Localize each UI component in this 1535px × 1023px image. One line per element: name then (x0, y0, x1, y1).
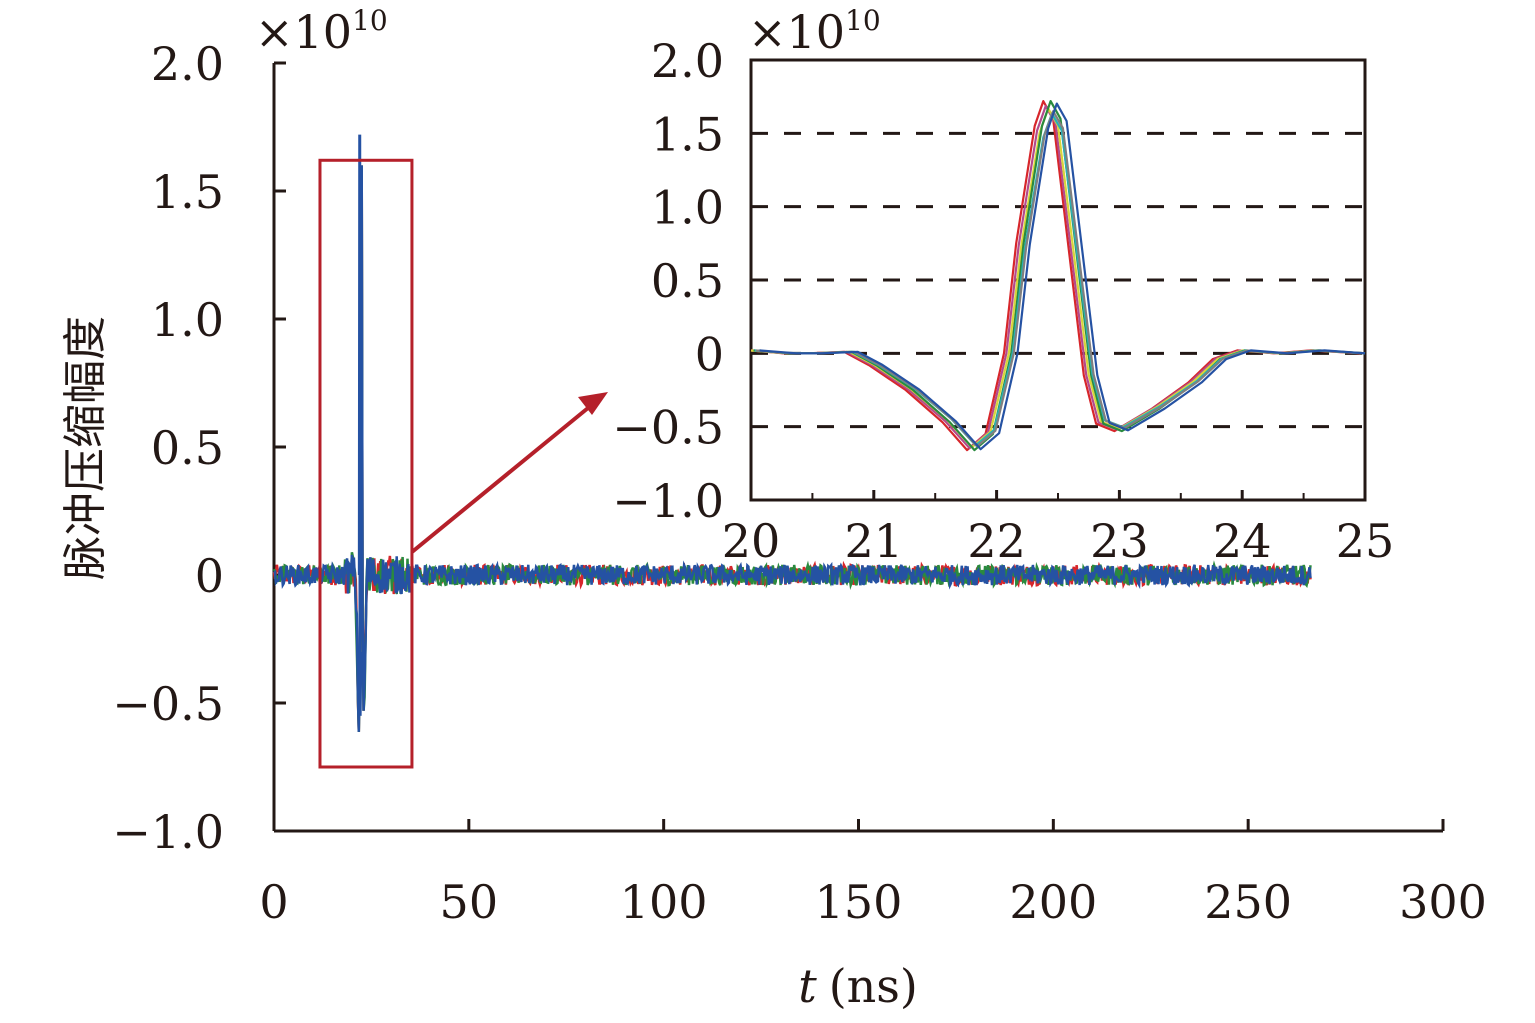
main-pulse-peak (357, 134, 363, 716)
inset-x-tick-label: 24 (1213, 514, 1272, 568)
x-tick-label: 100 (620, 875, 708, 929)
x-tick-label: 0 (259, 875, 288, 929)
inset-y-tick-label: −1.0 (612, 474, 724, 528)
inset-x-tick-label: 25 (1336, 514, 1395, 568)
inset-y-tick-label: 0.5 (651, 254, 724, 308)
inset-x-tick-label: 23 (1090, 514, 1149, 568)
x-tick-label: 250 (1204, 875, 1292, 929)
inset-series-7-line (759, 102, 1366, 451)
inset-x-tick-label: 20 (722, 514, 781, 568)
x-tick-label: 50 (440, 875, 499, 929)
inset-y-multiplier: ×1010 (748, 4, 881, 59)
inset-y-tick-label: 2.0 (651, 34, 724, 88)
inset-x-tick-label: 22 (967, 514, 1026, 568)
inset-y-tick-label: 0 (695, 327, 724, 381)
y-tick-label: 1.5 (151, 165, 224, 219)
main-series-line-3 (273, 165, 1312, 732)
inset-series-2-line (750, 105, 1363, 450)
y-tick-label: −1.0 (112, 805, 224, 859)
inset-plot: 20 21 22 23 24 25 −1.0 −0.5 0 0.5 1.0 1.5 2.0 (612, 34, 1394, 568)
inset-x-tick-label: 21 (845, 514, 904, 568)
y-axis-label: 脉冲压缩幅度 (60, 316, 111, 580)
x-tick-label: 200 (1009, 875, 1097, 929)
y-tick-label: 1.0 (151, 293, 224, 347)
y-tick-label: 2.0 (151, 37, 224, 91)
inset-y-tick-label: 1.0 (651, 181, 724, 235)
inset-series-1-line (750, 100, 1361, 452)
y-tick-label: −0.5 (112, 677, 224, 731)
x-tick-label: 150 (815, 875, 903, 929)
inset-y-tick-label: −0.5 (612, 401, 724, 455)
zoom-arrow-head (578, 392, 608, 415)
zoom-arrow-line (410, 406, 590, 554)
highlight-box (318, 158, 414, 769)
y-tick-label: 0 (195, 549, 224, 603)
x-axis-label: t (ns) (798, 959, 918, 1013)
inset-y-tick-label: 1.5 (651, 107, 724, 161)
main-plot: 0 50 100 150 200 250 300−1.0−0.500.51.01.52.0 (112, 37, 1487, 929)
y-tick-label: 0.5 (151, 421, 224, 475)
x-tick-label: 300 (1399, 875, 1487, 929)
main-y-multiplier: ×1010 (255, 4, 388, 59)
